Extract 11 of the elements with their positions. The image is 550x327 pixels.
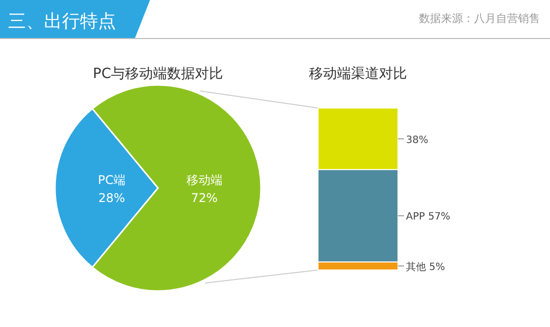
source-note: 数据来源：八月自营销售 [419,12,540,25]
data-label: 72% [191,191,218,205]
chart-title: 移动端渠道对比 [309,66,407,82]
data-label: APP 57% [406,212,450,223]
slice-label: 移动端 [186,173,222,187]
data-label: 38% [406,134,428,146]
slice-label: PC端 [98,173,126,187]
data-label: 其他 5% [406,260,446,273]
data-label: 28% [98,191,125,205]
chart-title: PC与移动端数据对比 [92,66,224,82]
text: 三、出行特点 [8,11,116,32]
